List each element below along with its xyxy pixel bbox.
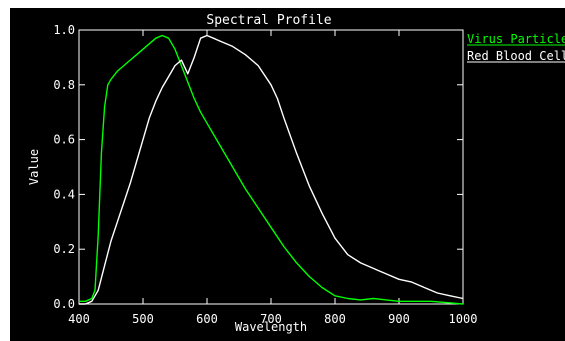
x-tick-label: 1000 [449,312,478,326]
x-tick-label: 700 [260,312,282,326]
y-tick-label: 1.0 [53,23,75,37]
legend-entry-red-blood-cell: Red Blood Cell [467,49,565,63]
series-line-red-blood-cell [79,34,464,305]
y-tick-label: 0.6 [53,133,75,147]
y-tick-label: 0.4 [53,187,75,201]
chart-title: Spectral Profile [206,13,331,28]
x-axis-label: Wavelength [235,320,307,334]
series-layer [79,34,464,305]
y-tick-label: 0.8 [53,78,75,92]
plot-frame [78,29,464,305]
x-tick-label: 900 [388,312,410,326]
y-tick-label: 0.0 [53,297,75,311]
x-tick-label: 400 [68,312,90,326]
legend: Virus Particle Red Blood Cell [467,32,565,63]
y-axis-label: Value [27,149,41,185]
y-tick-label: 0.2 [53,242,75,256]
plot-window [10,8,565,341]
y-axis: 0.0 0.2 0.4 0.6 0.8 1.0 [53,23,463,311]
x-tick-label: 800 [324,312,346,326]
legend-entry-virus-particle: Virus Particle [467,32,565,46]
x-axis: 400 500 600 700 800 900 1000 [68,30,477,326]
series-line-virus-particle [79,34,464,305]
x-tick-label: 500 [132,312,154,326]
x-tick-label: 600 [196,312,218,326]
